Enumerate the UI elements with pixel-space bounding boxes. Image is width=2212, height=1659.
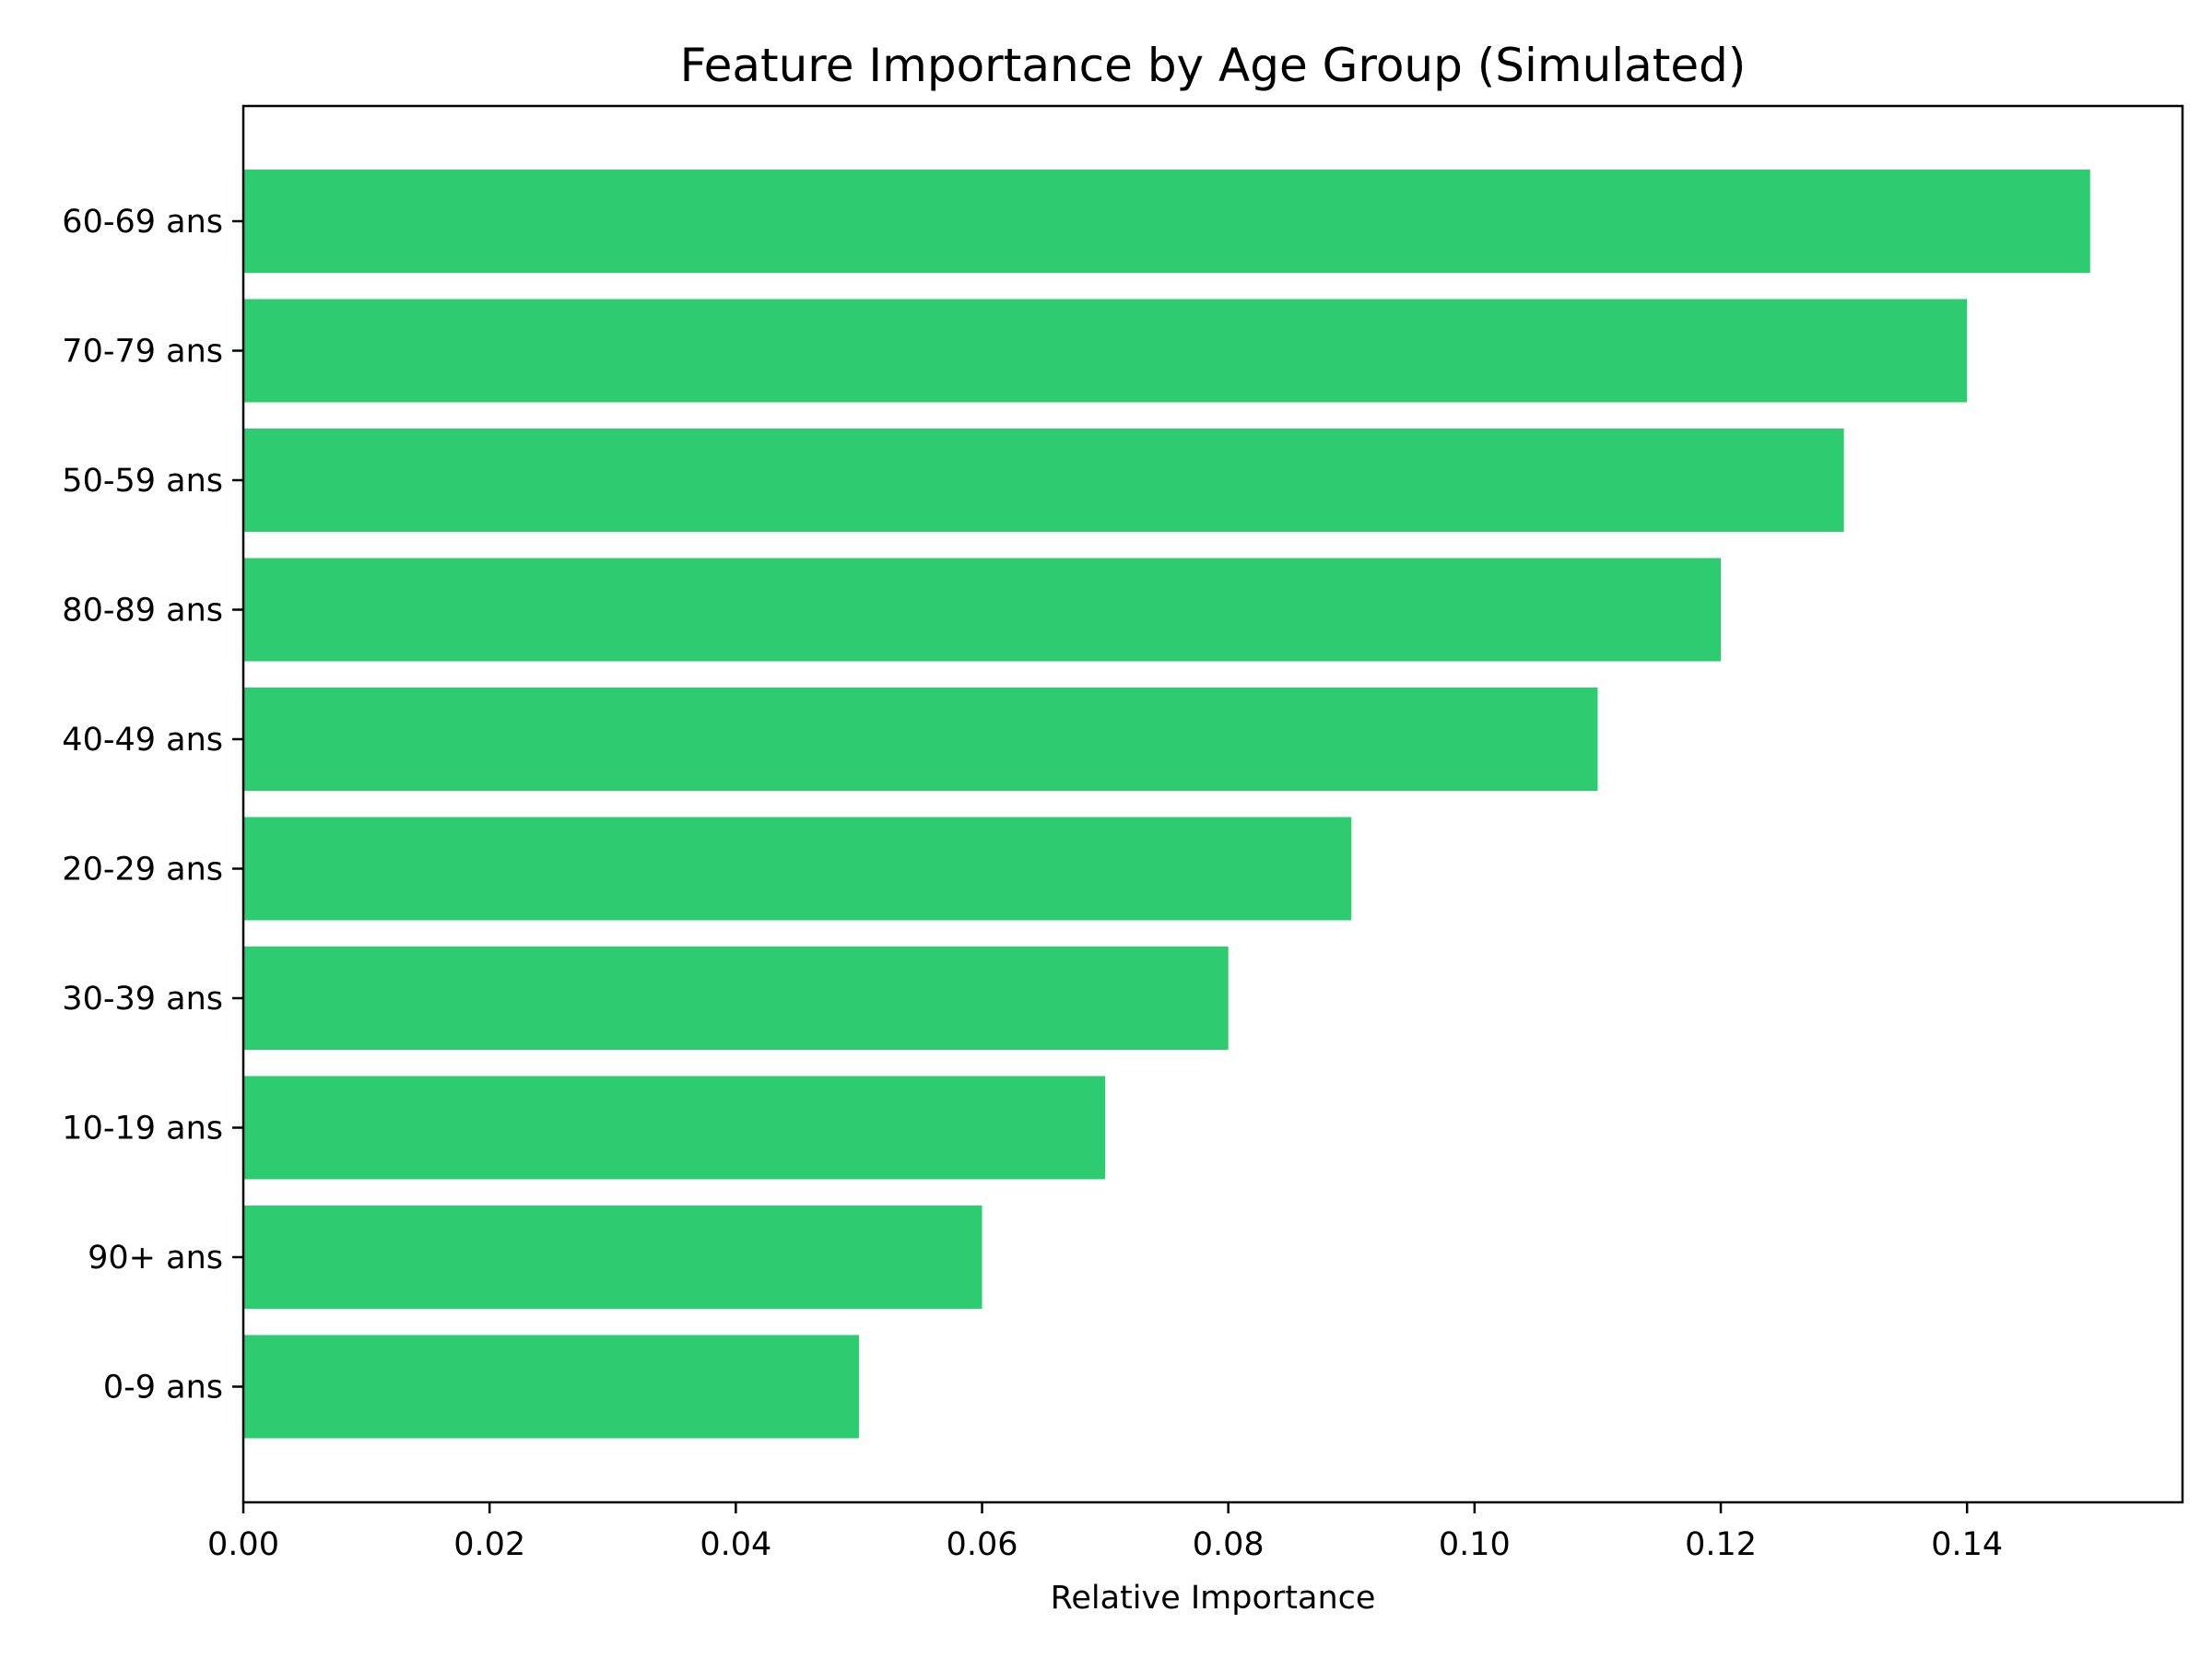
y-tick-label: 10-19 ans [62, 1111, 223, 1147]
x-tick-label: 0.02 [453, 1526, 525, 1563]
x-axis-ticks: 0.00 0.02 0.04 0.06 0.08 0.10 0.12 0.14 [207, 1502, 2003, 1563]
x-tick-label: 0.12 [1685, 1526, 1757, 1563]
y-tick-label: 70-79 ans [62, 334, 223, 371]
bar [243, 1335, 859, 1439]
y-tick-label: 80-89 ans [62, 593, 223, 629]
plot-frame [241, 104, 2184, 1504]
bar [243, 299, 1968, 403]
bar [243, 1206, 982, 1309]
bars-group [243, 170, 2090, 1439]
x-tick-label: 0.10 [1439, 1526, 1511, 1563]
x-tick-label: 0.06 [947, 1526, 1018, 1563]
bar [243, 170, 2090, 273]
bar [243, 947, 1229, 1050]
y-tick-label: 30-39 ans [62, 981, 223, 1018]
y-tick-label: 0-9 ans [103, 1370, 223, 1406]
bar [243, 558, 1722, 662]
y-tick-label: 20-29 ans [62, 852, 223, 888]
y-tick-label: 60-69 ans [62, 204, 223, 241]
x-tick-label: 0.08 [1193, 1526, 1265, 1563]
chart-title: Feature Importance by Age Group (Simulat… [680, 39, 1747, 92]
bar [243, 429, 1844, 532]
x-tick-label: 0.14 [1931, 1526, 2003, 1563]
y-axis-ticks: 60-69 ans 70-79 ans 50-59 ans 80-89 ans 40-4… [62, 204, 243, 1406]
x-tick-label: 0.04 [700, 1526, 771, 1563]
bar [243, 688, 1598, 791]
y-tick-label: 90+ ans [88, 1240, 223, 1277]
bar [243, 817, 1352, 921]
y-tick-label: 40-49 ans [62, 722, 223, 759]
x-tick-label: 0.00 [207, 1526, 279, 1563]
y-tick-label: 50-59 ans [62, 463, 223, 500]
x-axis-label: Relative Importance [1051, 1580, 1376, 1617]
bar [243, 1076, 1106, 1180]
